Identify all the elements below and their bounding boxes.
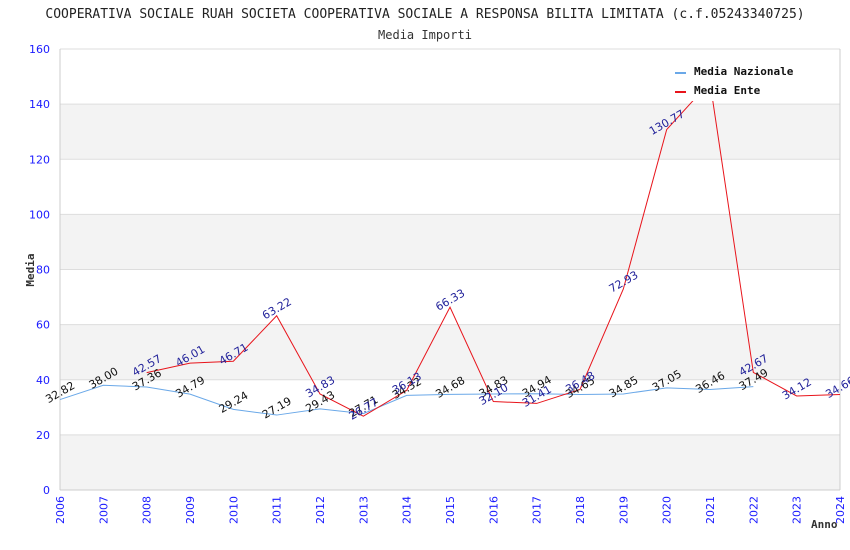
- y-axis-title: Media: [24, 253, 37, 286]
- legend: Media Nazionale Media Ente: [670, 60, 810, 101]
- y-tick-label: 140: [29, 98, 50, 111]
- x-tick-label: 2009: [184, 496, 197, 524]
- x-tick-label: 2015: [444, 496, 457, 524]
- x-tick-label: 2020: [661, 496, 674, 524]
- plot-band: [60, 379, 840, 435]
- plot-band: [60, 159, 840, 215]
- plot-background-bands: [60, 49, 840, 490]
- y-tick-label: 40: [36, 374, 50, 387]
- plot-band: [60, 214, 840, 270]
- y-tick-label: 60: [36, 319, 50, 332]
- y-tick-label: 20: [36, 429, 50, 442]
- x-tick-label: 2017: [531, 496, 544, 524]
- y-tick-label: 100: [29, 208, 50, 221]
- x-tick-label: 2008: [141, 496, 154, 524]
- x-tick-label: 2011: [271, 496, 284, 524]
- y-tick-label: 120: [29, 153, 50, 166]
- plot-band: [60, 324, 840, 380]
- x-tick-label: 2022: [747, 496, 760, 524]
- x-tick-labels: 2006 2007 2008 2009 2010 2011 2012 2013 2014 2015…: [54, 496, 847, 524]
- x-tick-label: 2018: [574, 496, 587, 524]
- plot-band: [60, 104, 840, 160]
- x-tick-label: 2014: [401, 496, 414, 524]
- legend-box: [670, 60, 810, 101]
- plot-band: [60, 434, 840, 490]
- x-tick-label: 2023: [791, 496, 804, 524]
- y-tick-label: 0: [43, 484, 50, 497]
- chart-subtitle: Media Importi: [378, 28, 472, 42]
- x-tick-label: 2012: [314, 496, 327, 524]
- x-tick-label: 2010: [227, 496, 240, 524]
- x-tick-label: 2024: [834, 496, 847, 524]
- x-tick-label: 2016: [487, 496, 500, 524]
- legend-label-media-nazionale: Media Nazionale: [694, 65, 794, 78]
- x-tick-label: 2006: [54, 496, 67, 524]
- y-tick-label: 160: [29, 43, 50, 56]
- chart-title: COOPERATIVA SOCIALE RUAH SOCIETA COOPERA…: [45, 7, 804, 22]
- x-axis-title: Anno: [811, 518, 838, 531]
- y-tick-label: 80: [36, 264, 50, 277]
- x-tick-label: 2019: [617, 496, 630, 524]
- x-tick-label: 2013: [357, 496, 370, 524]
- y-tick-labels: 0 20 40 60 80 100 120 140 160: [29, 43, 50, 497]
- x-tick-label: 2021: [704, 496, 717, 524]
- x-tick-label: 2007: [97, 496, 110, 524]
- legend-label-media-ente: Media Ente: [694, 84, 761, 97]
- plot-band: [60, 269, 840, 325]
- series-lines: [59, 80, 841, 417]
